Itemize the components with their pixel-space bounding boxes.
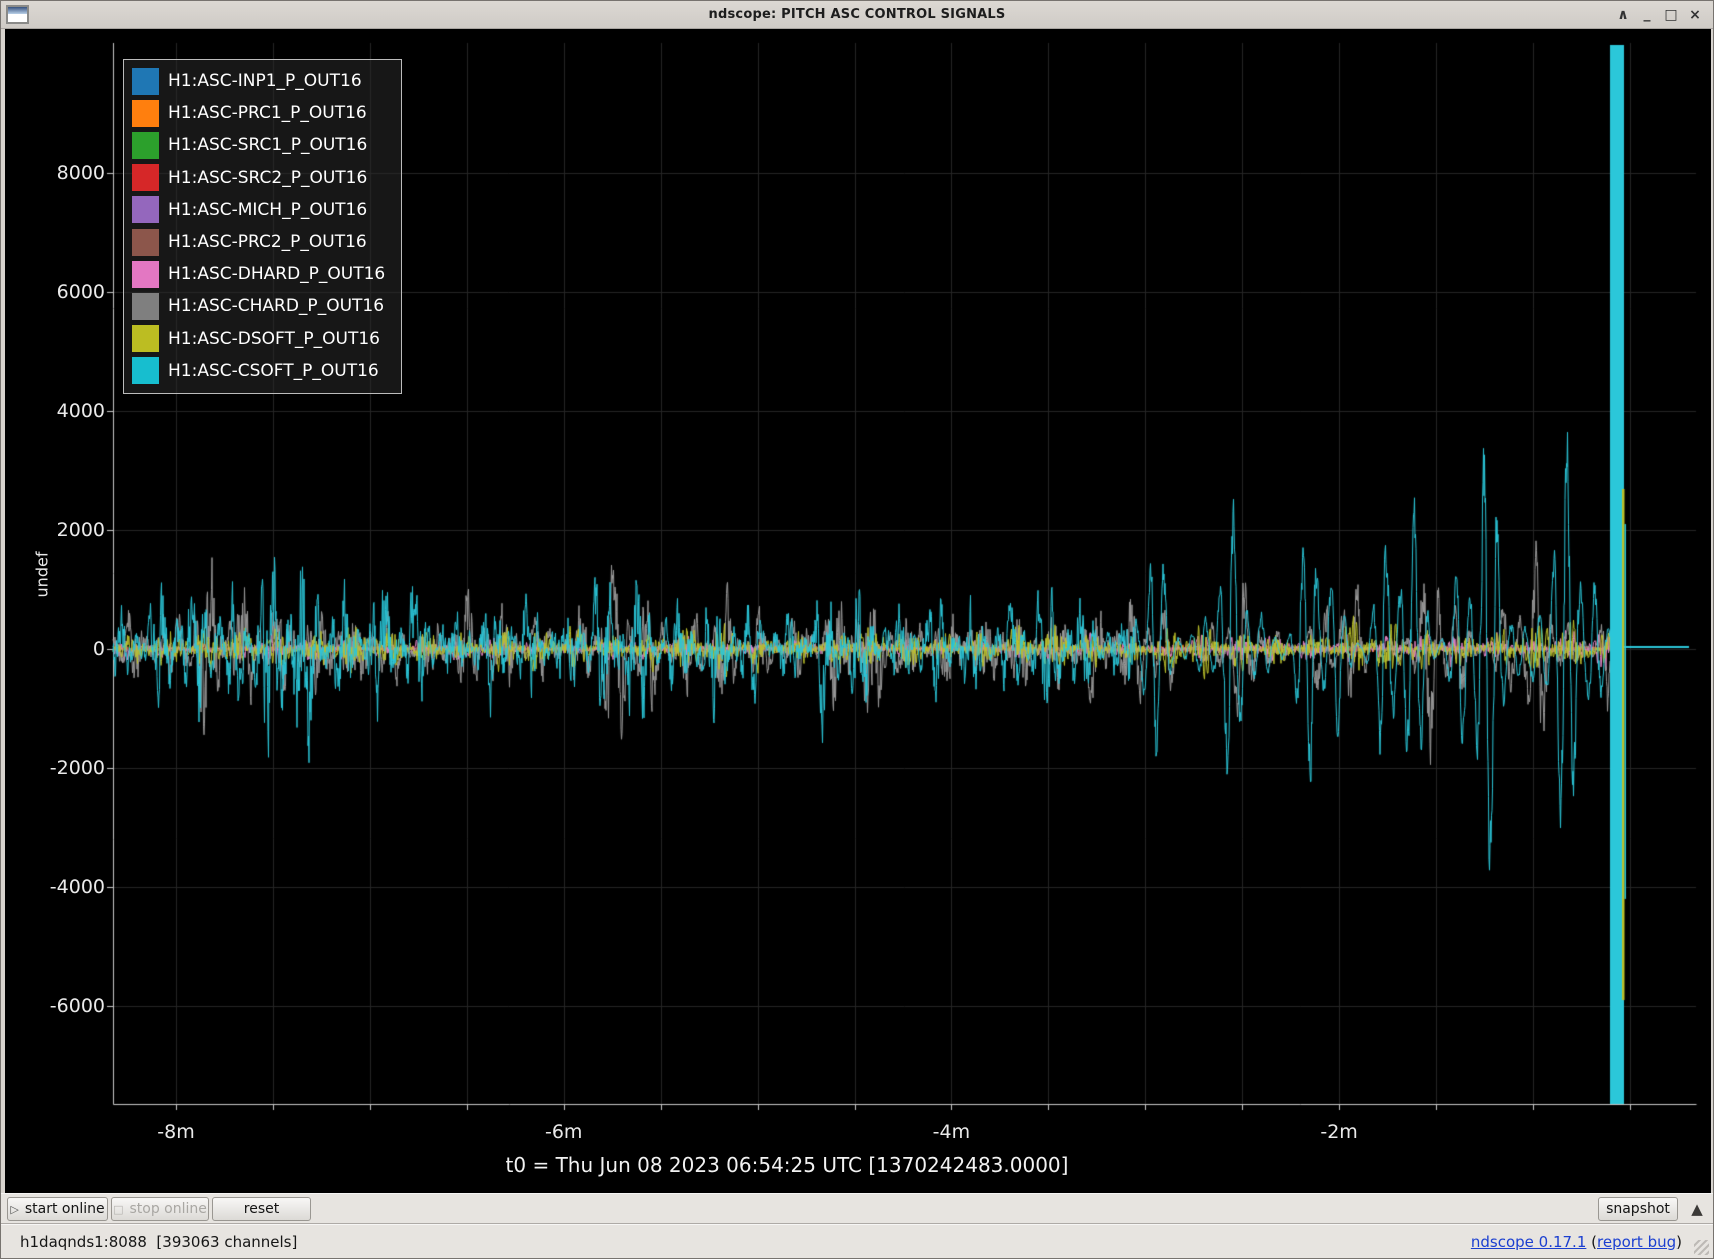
toolbar: ▷ start online □ stop online reset snaps… [1,1193,1713,1223]
minimize-icon[interactable]: _ [1639,6,1655,24]
ndscope-window: ndscope: PITCH ASC CONTROL SIGNALS ∧ _ □… [0,0,1714,1259]
start-online-button[interactable]: ▷ start online [7,1197,108,1221]
titlebar: ndscope: PITCH ASC CONTROL SIGNALS ∧ _ □… [1,1,1713,29]
start-online-label: start online [25,1201,105,1217]
snapshot-label: snapshot [1606,1201,1670,1217]
legend-swatch [132,196,159,223]
y-tick-label: -2000 [5,757,105,779]
y-tick-label: -6000 [5,995,105,1017]
resize-grip[interactable] [1694,1240,1709,1255]
t0-label: t0 = Thu Jun 08 2023 06:54:25 UTC [13702… [506,1153,1069,1177]
bug-suffix: ) [1676,1233,1682,1251]
stop-icon: □ [113,1203,123,1216]
legend-label: H1:ASC-CHARD_P_OUT16 [168,296,384,316]
legend-label: H1:ASC-MICH_P_OUT16 [168,200,367,220]
legend-label: H1:ASC-DSOFT_P_OUT16 [168,329,380,349]
play-icon: ▷ [10,1203,18,1216]
legend-swatch [132,261,159,288]
legend-swatch [132,229,159,256]
legend-label: H1:ASC-SRC2_P_OUT16 [168,168,367,188]
legend-swatch [132,164,159,191]
window-title: ndscope: PITCH ASC CONTROL SIGNALS [1,7,1713,22]
legend-swatch [132,132,159,159]
y-tick-label: 6000 [5,281,105,303]
legend-item: H1:ASC-PRC2_P_OUT16 [132,226,385,258]
y-tick-label: -4000 [5,876,105,898]
legend-item: H1:ASC-CHARD_P_OUT16 [132,290,385,322]
legend-label: H1:ASC-INP1_P_OUT16 [168,71,362,91]
legend-label: H1:ASC-DHARD_P_OUT16 [168,264,385,284]
bug-prefix: ( [1586,1233,1597,1251]
y-tick-label: 8000 [5,162,105,184]
legend-swatch [132,357,159,384]
legend-label: H1:ASC-PRC2_P_OUT16 [168,232,367,252]
legend-label: H1:ASC-CSOFT_P_OUT16 [168,361,379,381]
legend-label: H1:ASC-PRC1_P_OUT16 [168,103,367,123]
report-bug-link[interactable]: report bug [1597,1233,1676,1251]
y-tick-label: 0 [5,638,105,660]
legend-swatch [132,100,159,127]
legend-item: H1:ASC-DHARD_P_OUT16 [132,258,385,290]
x-tick-label: -8m [157,1121,194,1143]
legend-swatch [132,325,159,352]
plot-widget: undef 80006000400020000-2000-4000-6000 -… [5,29,1711,1193]
reset-label: reset [244,1201,279,1217]
server-status: h1daqnds1:8088 [393063 channels] [20,1233,297,1251]
statusbar: h1daqnds1:8088 [393063 channels] ndscope… [1,1223,1713,1259]
app-window-icon [6,5,29,24]
x-tick-label: -2m [1320,1121,1357,1143]
y-tick-label: 2000 [5,519,105,541]
legend-item: H1:ASC-DSOFT_P_OUT16 [132,323,385,355]
snapshot-button[interactable]: snapshot [1598,1197,1678,1221]
legend-item: H1:ASC-SRC1_P_OUT16 [132,129,385,161]
legend-label: H1:ASC-SRC1_P_OUT16 [168,135,367,155]
legend-item: H1:ASC-PRC1_P_OUT16 [132,97,385,129]
stop-online-label: stop online [130,1201,207,1217]
stop-online-button[interactable]: □ stop online [111,1197,209,1221]
x-tick-label: -6m [545,1121,582,1143]
legend-item: H1:ASC-CSOFT_P_OUT16 [132,355,385,387]
legend-swatch [132,68,159,95]
legend-item: H1:ASC-SRC2_P_OUT16 [132,162,385,194]
y-tick-label: 4000 [5,400,105,422]
shade-icon[interactable]: ∧ [1615,6,1631,24]
version-link[interactable]: ndscope 0.17.1 [1471,1233,1587,1251]
version-info: ndscope 0.17.1 (report bug) [1471,1233,1682,1251]
legend-swatch [132,293,159,320]
window-controls: ∧ _ □ × [1615,1,1703,29]
expand-panel-icon[interactable]: ▲ [1687,1200,1707,1218]
legend[interactable]: H1:ASC-INP1_P_OUT16 H1:ASC-PRC1_P_OUT16 H1… [123,59,402,394]
reset-button[interactable]: reset [212,1197,311,1221]
x-tick-label: -4m [933,1121,970,1143]
close-icon[interactable]: × [1687,6,1703,24]
maximize-icon[interactable]: □ [1663,6,1679,24]
legend-item: H1:ASC-INP1_P_OUT16 [132,65,385,97]
legend-item: H1:ASC-MICH_P_OUT16 [132,194,385,226]
